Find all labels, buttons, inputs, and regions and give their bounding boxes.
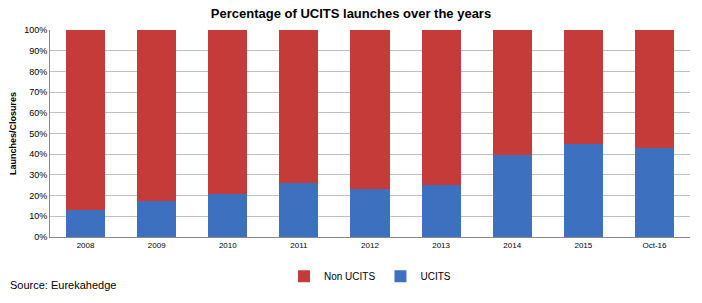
svg-text:0%: 0% — [34, 232, 47, 242]
svg-text:2011: 2011 — [290, 241, 308, 250]
svg-text:50%: 50% — [29, 129, 47, 139]
svg-text:2014: 2014 — [503, 241, 521, 250]
svg-text:2010: 2010 — [219, 241, 237, 250]
svg-text:2013: 2013 — [432, 241, 450, 250]
svg-text:2009: 2009 — [148, 241, 166, 250]
svg-text:10%: 10% — [29, 211, 47, 221]
svg-text:80%: 80% — [29, 67, 47, 77]
svg-text:90%: 90% — [29, 46, 47, 56]
svg-text:UCITS: UCITS — [420, 271, 450, 282]
svg-text:Launches/Closures: Launches/Closures — [8, 92, 18, 175]
svg-text:2008: 2008 — [77, 241, 95, 250]
svg-text:30%: 30% — [29, 170, 47, 180]
svg-text:40%: 40% — [29, 149, 47, 159]
svg-text:Oct-16: Oct-16 — [642, 241, 667, 250]
svg-text:Non UCITS: Non UCITS — [324, 271, 375, 282]
svg-text:2015: 2015 — [574, 241, 592, 250]
svg-text:20%: 20% — [29, 191, 47, 201]
svg-text:100%: 100% — [24, 25, 47, 35]
svg-text:Percentage of UCITS launches o: Percentage of UCITS launches over the ye… — [211, 6, 491, 21]
svg-text:2012: 2012 — [361, 241, 379, 250]
svg-text:60%: 60% — [29, 108, 47, 118]
svg-text:Source: Eurekahedge: Source: Eurekahedge — [10, 279, 116, 291]
svg-text:70%: 70% — [29, 87, 47, 97]
